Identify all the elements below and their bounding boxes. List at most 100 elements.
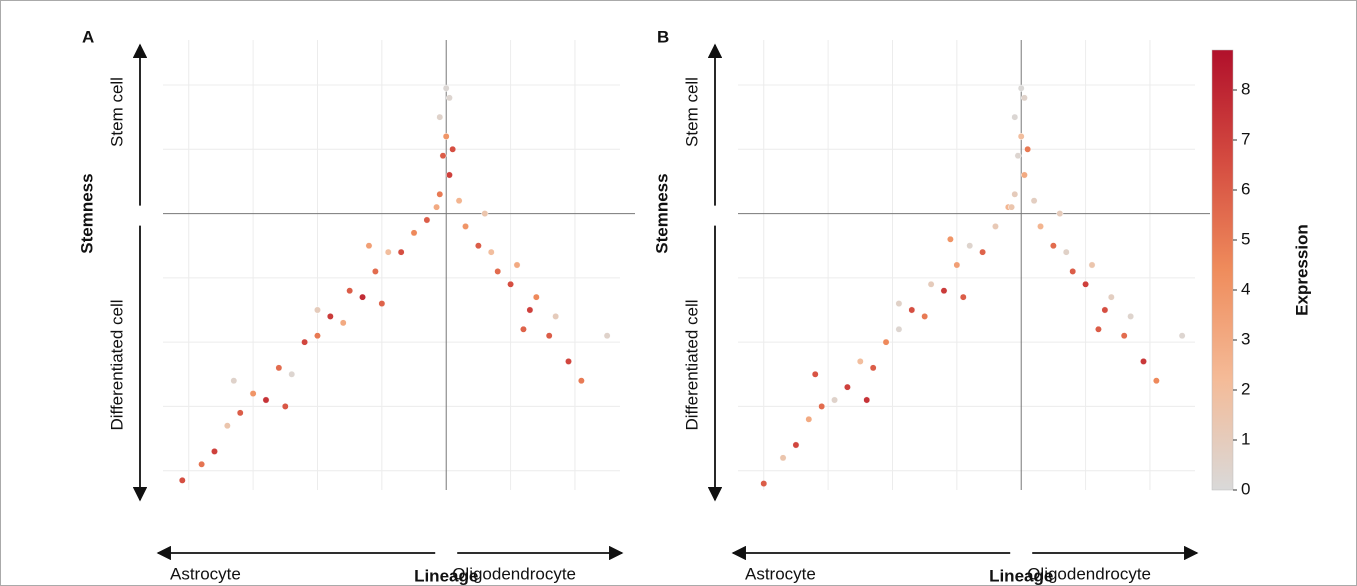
- point: [992, 222, 999, 230]
- point: [442, 84, 450, 92]
- point: [921, 312, 929, 320]
- y-axis-label: Stemness: [77, 173, 96, 253]
- point: [1011, 190, 1019, 198]
- colorbar-tick-label: 8: [1241, 79, 1250, 98]
- point: [966, 242, 974, 250]
- colorbar-tick-label: 1: [1241, 429, 1250, 448]
- point: [1049, 242, 1057, 250]
- point: [410, 229, 418, 237]
- point: [1037, 222, 1044, 230]
- panel-label: A: [82, 27, 94, 46]
- y-arrow-label: Stem cell: [107, 77, 126, 147]
- point: [927, 280, 935, 288]
- point: [365, 242, 373, 250]
- point: [314, 332, 321, 340]
- point: [1017, 132, 1025, 140]
- point: [953, 261, 961, 269]
- point: [779, 454, 787, 462]
- point: [314, 306, 321, 314]
- x-arrow-label: Oligodendrocyte: [1027, 564, 1151, 583]
- point: [513, 261, 521, 269]
- point: [831, 396, 838, 404]
- point: [262, 396, 270, 404]
- colorbar-tick-label: 0: [1241, 479, 1250, 498]
- point: [507, 280, 515, 288]
- point: [565, 357, 572, 365]
- point: [818, 402, 826, 410]
- point: [811, 370, 819, 378]
- point: [449, 145, 457, 153]
- point: [339, 319, 347, 327]
- colorbar-tick-label: 5: [1241, 229, 1250, 248]
- colorbar: [1211, 49, 1234, 491]
- point: [1127, 312, 1135, 320]
- point: [1178, 332, 1186, 340]
- point: [481, 210, 489, 218]
- point: [439, 152, 447, 160]
- point: [433, 203, 441, 211]
- point: [1024, 145, 1032, 153]
- point: [1014, 152, 1022, 160]
- point: [378, 300, 386, 308]
- point: [959, 293, 967, 301]
- point: [1095, 325, 1102, 333]
- point: [281, 402, 289, 410]
- point: [869, 364, 877, 372]
- point: [979, 248, 987, 256]
- point: [455, 197, 463, 205]
- point: [895, 300, 903, 308]
- point: [442, 132, 450, 140]
- colorbar-tick-label: 7: [1241, 129, 1250, 148]
- point: [545, 332, 553, 340]
- point: [526, 306, 534, 314]
- x-axis-label: Lineage: [414, 566, 478, 585]
- point: [1017, 84, 1025, 92]
- point: [1030, 197, 1038, 205]
- y-axis-label: Stemness: [652, 173, 671, 253]
- point: [462, 222, 469, 230]
- point: [384, 248, 392, 256]
- point: [1069, 267, 1077, 275]
- point: [371, 267, 379, 275]
- point: [436, 113, 444, 121]
- point: [249, 390, 257, 398]
- point: [230, 377, 238, 385]
- point: [423, 216, 431, 224]
- colorbar-label: Expression: [1292, 224, 1311, 316]
- x-arrow-label: Astrocyte: [745, 564, 816, 583]
- point: [275, 364, 283, 372]
- point: [1088, 261, 1096, 269]
- point: [940, 287, 948, 295]
- point: [760, 480, 768, 488]
- point: [288, 370, 296, 378]
- point: [856, 357, 864, 365]
- point: [1062, 248, 1070, 256]
- point: [211, 447, 218, 455]
- point: [1008, 203, 1016, 211]
- point: [843, 383, 851, 391]
- point: [603, 332, 611, 340]
- point: [445, 94, 453, 102]
- point: [445, 171, 453, 179]
- point: [577, 377, 585, 385]
- point: [882, 338, 890, 346]
- point: [397, 248, 405, 256]
- point: [792, 441, 800, 449]
- point: [1152, 377, 1160, 385]
- point: [1082, 280, 1090, 288]
- point: [1011, 113, 1019, 121]
- point: [359, 293, 366, 301]
- point: [552, 312, 560, 320]
- point: [863, 396, 871, 404]
- point: [494, 267, 502, 275]
- point: [346, 287, 354, 295]
- panel-label: B: [657, 27, 669, 46]
- x-arrow-label: Astrocyte: [170, 564, 241, 583]
- point: [1120, 332, 1128, 340]
- point: [198, 460, 206, 468]
- point: [805, 415, 813, 423]
- point: [474, 242, 482, 250]
